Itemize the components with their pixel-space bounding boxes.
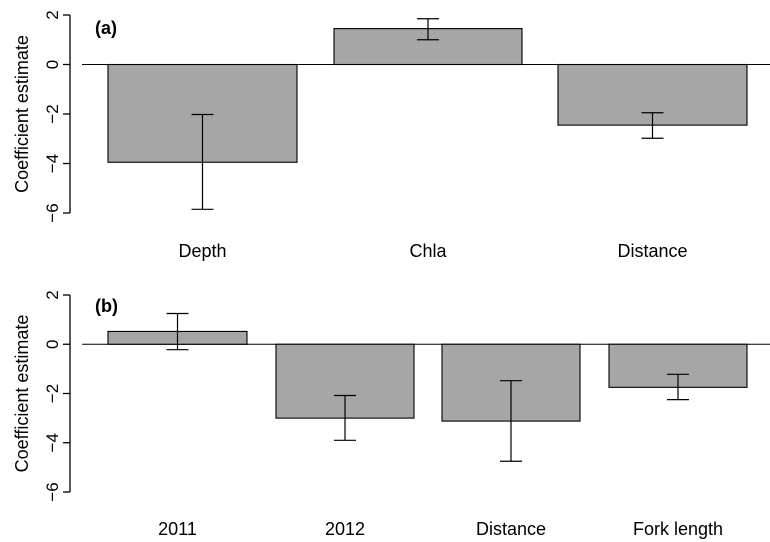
panel-a-y-tick-label: −2 xyxy=(43,104,62,123)
panel-a-y-tick-label: −6 xyxy=(43,203,62,222)
panel-a-y-tick-label: 2 xyxy=(43,10,62,19)
panel-b-category-label: 2011 xyxy=(158,519,197,539)
panel-b-label: (b) xyxy=(95,296,118,316)
panel-a-category-label: Distance xyxy=(617,241,687,261)
panel-b-y-tick-label: −4 xyxy=(43,433,62,452)
panel-a-category-label: Depth xyxy=(178,241,226,261)
panel-b-y-axis-title: Coefficient estimate xyxy=(12,315,32,473)
panel-b-y-tick-label: −6 xyxy=(43,482,62,501)
panel-b-category-label: Fork length xyxy=(633,519,723,539)
panel-a-y-axis-title: Coefficient estimate xyxy=(12,35,32,193)
panel-b-category-label: Distance xyxy=(476,519,546,539)
panel-a-label: (a) xyxy=(95,18,117,38)
panel-b-category-label: 2012 xyxy=(325,519,365,539)
panel-b-y-tick-label: 0 xyxy=(43,340,62,349)
panel-a-y-tick-label: −4 xyxy=(43,154,62,173)
panel-a-y-tick-label: 0 xyxy=(43,60,62,69)
panel-a-category-label: Chla xyxy=(409,241,447,261)
panel-b-y-tick-label: −2 xyxy=(43,384,62,403)
panel-b-y-tick-label: 2 xyxy=(43,290,62,299)
